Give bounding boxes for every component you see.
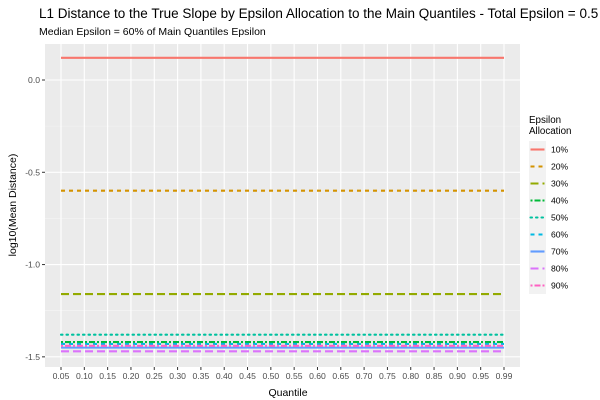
x-tick-label: 0.10 bbox=[76, 371, 93, 381]
x-tick-label: 0.45 bbox=[239, 371, 256, 381]
x-tick-label: 0.60 bbox=[309, 371, 326, 381]
x-tick-label: 0.05 bbox=[53, 371, 70, 381]
x-tick-label: 0.70 bbox=[356, 371, 373, 381]
legend-label: 10% bbox=[551, 145, 569, 155]
y-tick-label: -0.5 bbox=[25, 167, 40, 177]
x-tick-label: 0.20 bbox=[123, 371, 140, 381]
x-tick-label: 0.35 bbox=[193, 371, 210, 381]
x-tick-label: 0.90 bbox=[449, 371, 466, 381]
chart-title: L1 Distance to the True Slope by Epsilon… bbox=[39, 6, 598, 21]
x-axis-title: Quantile bbox=[268, 387, 307, 399]
legend-label: 70% bbox=[551, 247, 569, 257]
x-tick-label: 0.65 bbox=[332, 371, 349, 381]
x-tick-label: 0.95 bbox=[472, 371, 489, 381]
legend-label: 20% bbox=[551, 162, 569, 172]
x-axis: 0.05 0.10 0.15 0.20 0.25 0.30 0.35 0.40 0.45 0.50… bbox=[53, 367, 513, 381]
legend-label: 30% bbox=[551, 179, 569, 189]
legend-title-line-2: Allocation bbox=[529, 126, 571, 137]
y-tick-label: -1.5 bbox=[25, 352, 40, 362]
x-tick-label: 0.25 bbox=[146, 371, 163, 381]
y-axis-title: log10(Mean Distance) bbox=[7, 154, 19, 257]
y-tick-label: 0.0 bbox=[28, 75, 40, 85]
x-tick-label: 0.50 bbox=[262, 371, 279, 381]
legend-label: 90% bbox=[551, 281, 569, 291]
series-lines bbox=[59, 56, 506, 353]
x-tick-label: 0.55 bbox=[286, 371, 303, 381]
legend-label: 50% bbox=[551, 213, 569, 223]
legend-key-bg bbox=[529, 226, 546, 243]
x-tick-label: 0.30 bbox=[169, 371, 186, 381]
chart-subtitle: Median Epsilon = 60% of Main Quantiles E… bbox=[39, 26, 266, 38]
x-tick-label: 0.80 bbox=[402, 371, 419, 381]
grid-lines bbox=[45, 44, 520, 367]
x-tick-label: 0.99 bbox=[496, 371, 513, 381]
legend-label: 80% bbox=[551, 264, 569, 274]
x-tick-label: 0.40 bbox=[216, 371, 233, 381]
y-tick-label: -1.0 bbox=[25, 260, 40, 270]
plot-panel bbox=[45, 44, 520, 367]
y-axis: 0.0 -0.5 -1.0 -1.5 bbox=[25, 75, 45, 362]
x-tick-label: 0.85 bbox=[426, 371, 443, 381]
legend-key-bg bbox=[529, 158, 546, 175]
legend-title-line-1: Epsilon bbox=[529, 115, 561, 126]
legend: Epsilon Allocation 10% 20% 30% 40% 50% 60% 70%… bbox=[529, 115, 571, 294]
x-tick-label: 0.75 bbox=[379, 371, 396, 381]
x-tick-label: 0.15 bbox=[99, 371, 116, 381]
legend-label: 40% bbox=[551, 196, 569, 206]
legend-label: 60% bbox=[551, 230, 569, 240]
